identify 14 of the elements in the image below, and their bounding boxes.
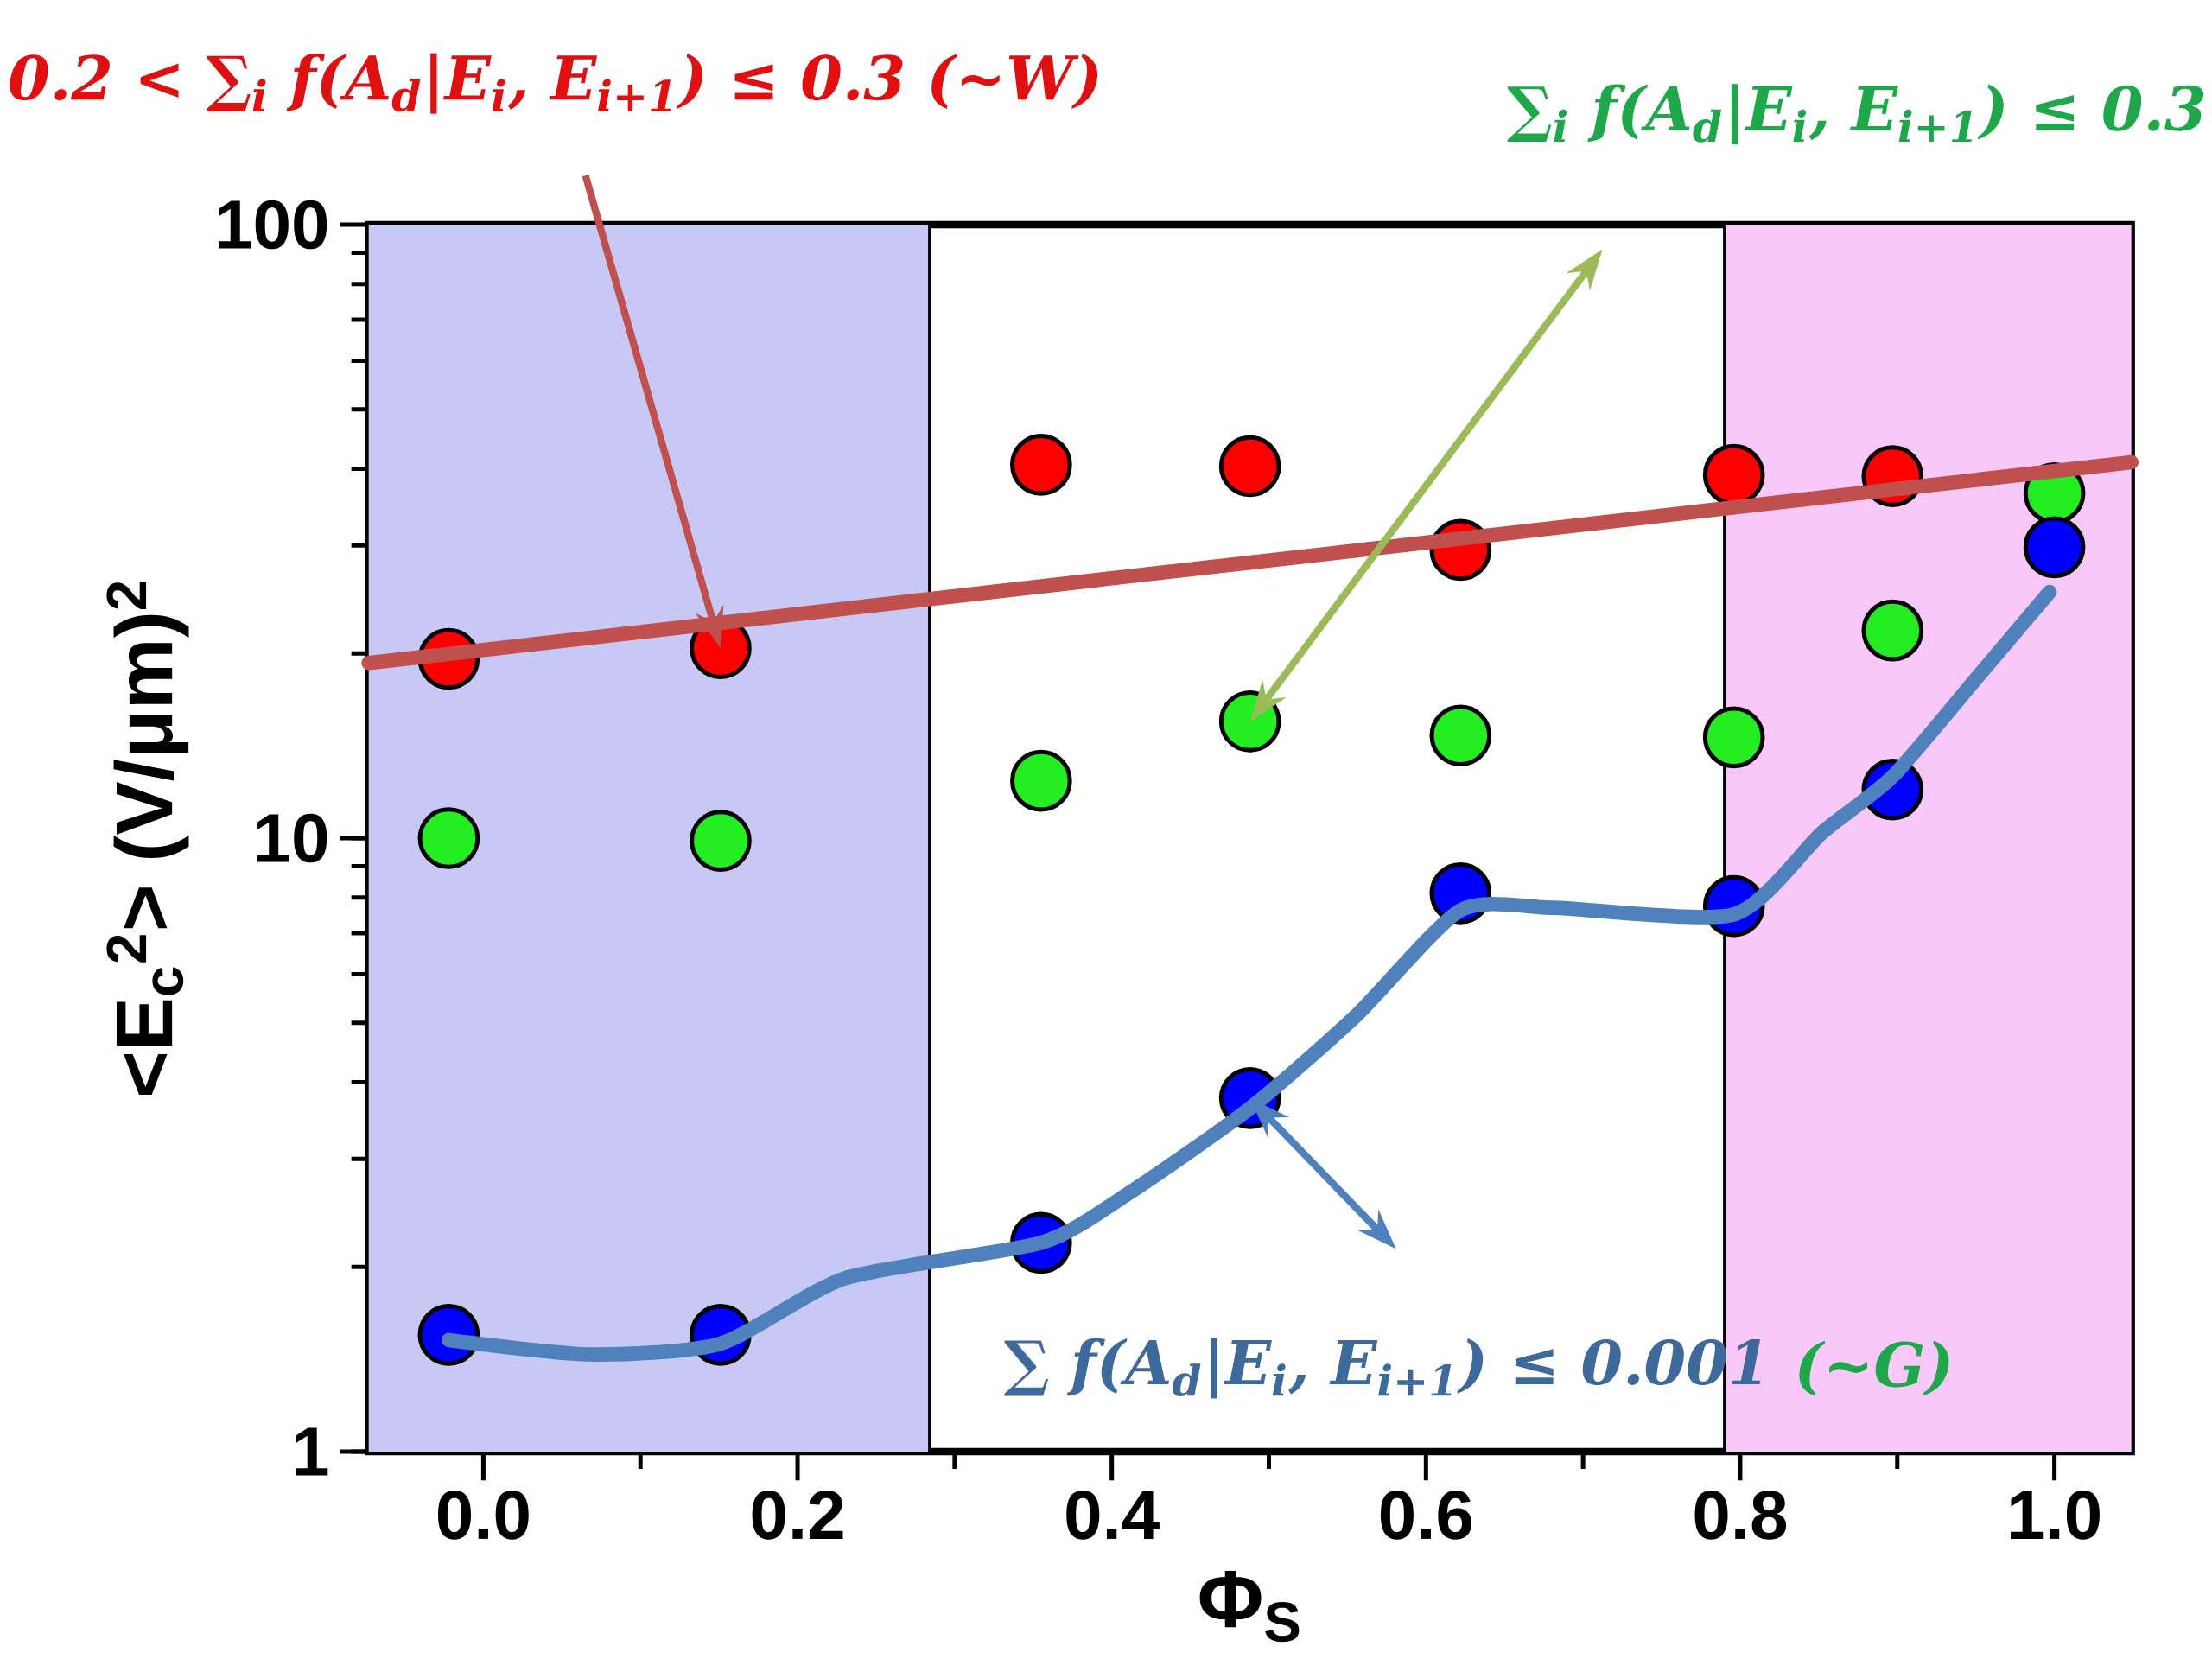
x-tick-label: 0.4 [1066, 1491, 1160, 1540]
x-tick-label: 0.0 [437, 1491, 529, 1540]
x-tick-label: 0.6 [1380, 1491, 1472, 1540]
text: <E$_{c}$$^{2}$> (V/μm)$^{2}$ [106, 582, 189, 1095]
text: Φ$_{S}$ [1199, 1570, 1300, 1643]
x-tick-label: 0.2 [752, 1491, 843, 1540]
x-tick-label: 0.8 [1694, 1491, 1787, 1540]
annotation: (~G) [1799, 1340, 1949, 1396]
y-tick-label: 1 [296, 1427, 328, 1476]
x-tick-label: 1.0 [2011, 1491, 2100, 1540]
y-tick-label: 10 [257, 813, 327, 863]
text: ∑$_{i}$ f(A$_{d}$|E$_{i}$, E$_{i+1}$) ≤ 0.3 [1507, 84, 2204, 145]
text: 0.2 < ∑$_{i}$ f(A$_{d}$|E$_{i}$, E$_{i+1}$) ≤ 0.3 (~W) [10, 53, 1098, 114]
y-tick-label: 100 [219, 200, 327, 250]
